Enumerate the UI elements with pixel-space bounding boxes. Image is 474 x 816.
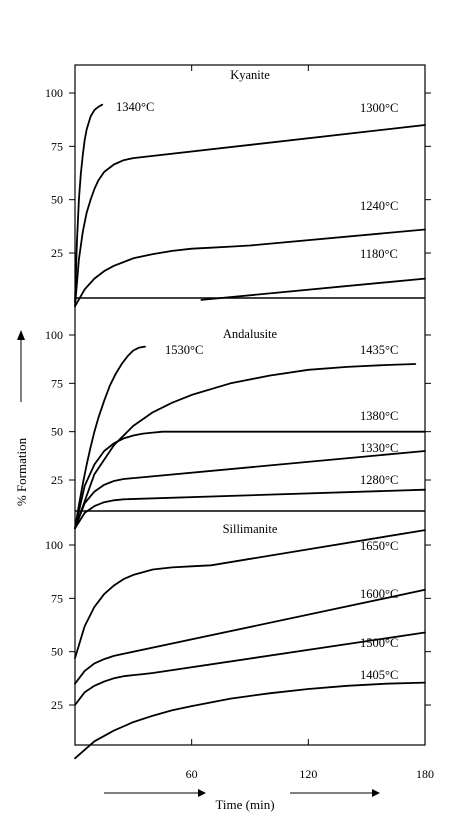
kyanite-series-1180c — [200, 277, 426, 301]
sillimanite-ytick-label: 25 — [51, 698, 63, 712]
kyanite-ytick-label: 50 — [51, 193, 63, 207]
kyanite-series-label: 1300°C — [360, 101, 398, 115]
y-arrow-head — [17, 330, 25, 340]
sillimanite-panel-title: Sillimanite — [223, 522, 278, 536]
kyanite-series-1240c — [74, 228, 426, 308]
andalusite-series-1330c — [74, 450, 426, 530]
andalusite-series-1380c — [74, 430, 426, 530]
sillimanite-series-1500c — [74, 631, 426, 706]
kyanite-series-1340c — [74, 103, 104, 303]
andalusite-series-1280c — [74, 488, 426, 530]
sillimanite-ytick-label: 50 — [51, 645, 63, 659]
sillimanite-series-1600c — [74, 588, 426, 685]
andalusite-series-label: 1380°C — [360, 409, 398, 423]
plot-frame — [74, 64, 426, 746]
kyanite-series-label: 1340°C — [116, 100, 154, 114]
sillimanite-series-1405c — [74, 681, 426, 760]
andalusite-series-1435c — [74, 363, 417, 530]
sillimanite-series-label: 1650°C — [360, 539, 398, 553]
andalusite-ytick-label: 100 — [45, 328, 63, 342]
andalusite-ytick-label: 50 — [51, 425, 63, 439]
x-arrow-left-head — [198, 789, 206, 797]
xtick-label: 60 — [186, 767, 198, 781]
kyanite-ytick-label: 25 — [51, 246, 63, 260]
xtick-label: 180 — [416, 767, 434, 781]
sillimanite-series-label: 1600°C — [360, 587, 398, 601]
x-axis-title: Time (min) — [215, 797, 274, 812]
andalusite-ytick-label: 75 — [51, 376, 63, 390]
kyanite-series-1300c — [74, 124, 426, 308]
kyanite-ytick-label: 100 — [45, 86, 63, 100]
kyanite-ytick-label: 75 — [51, 139, 63, 153]
sillimanite-ytick-label: 75 — [51, 591, 63, 605]
sillimanite-series-label: 1500°C — [360, 636, 398, 650]
xtick-label: 120 — [299, 767, 317, 781]
x-arrow-right-head — [372, 789, 380, 797]
sillimanite-series-1650c — [74, 529, 426, 659]
andalusite-ytick-label: 25 — [51, 473, 63, 487]
sillimanite-ytick-label: 100 — [45, 538, 63, 552]
y-axis-title: % Formation — [14, 437, 29, 506]
andalusite-series-label: 1435°C — [360, 343, 398, 357]
kyanite-panel-title: Kyanite — [230, 68, 270, 82]
andalusite-series-1530c — [74, 345, 146, 530]
andalusite-series-label: 1280°C — [360, 473, 398, 487]
kyanite-series-label: 1180°C — [360, 247, 398, 261]
sillimanite-series-label: 1405°C — [360, 668, 398, 682]
andalusite-series-label: 1330°C — [360, 441, 398, 455]
kyanite-series-label: 1240°C — [360, 199, 398, 213]
andalusite-series-label: 1530°C — [165, 343, 203, 357]
andalusite-panel-title: Andalusite — [223, 327, 278, 341]
